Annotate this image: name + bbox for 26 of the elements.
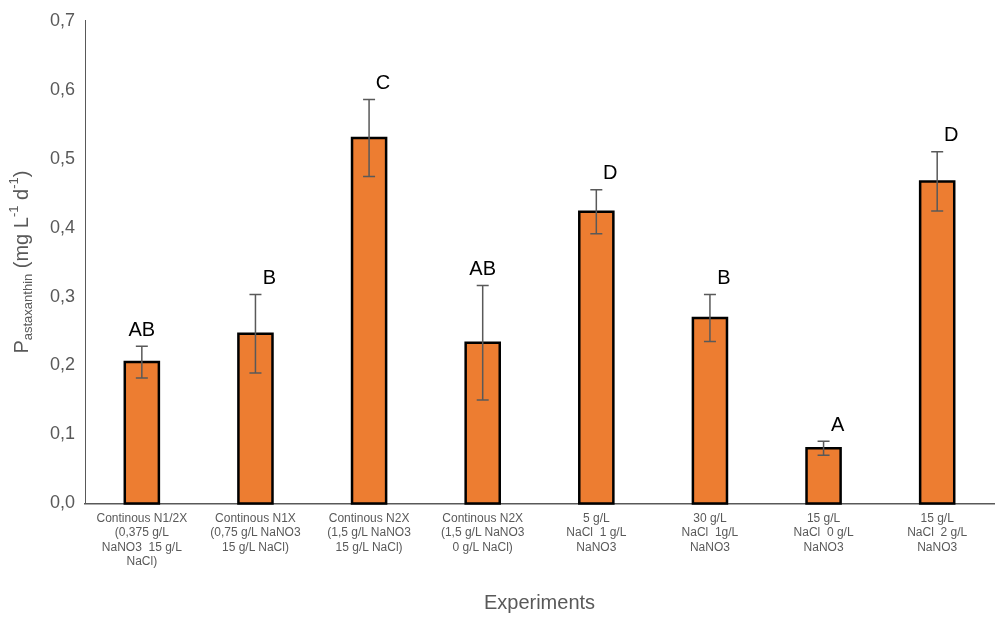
x-tick-label: 15 g/L NaCl 2 g/L NaNO3 — [907, 510, 968, 554]
x-tick-label: Continous N2X (1,5 g/L NaNO3 15 g/L NaCl) — [327, 510, 412, 554]
y-tick-label: 0,2 — [49, 354, 76, 375]
annotation: D — [603, 161, 618, 184]
y-tick-label: 0,7 — [49, 9, 76, 30]
annotation: AB — [469, 257, 497, 280]
x-tick-label: 5 g/L NaCl 1 g/L NaNO3 — [566, 510, 627, 554]
annotation: B — [262, 266, 277, 289]
x-tick-label: Continous N1X (0,75 g/L NaNO3 15 g/L NaCl) — [210, 510, 301, 554]
y-tick-label: 0,4 — [49, 216, 76, 237]
x-tick-label: 15 g/L NaCl 0 g/L NaNO3 — [793, 510, 854, 554]
y-tick-label: 0,1 — [49, 423, 76, 444]
y-tick-label: 0,3 — [49, 285, 76, 306]
x-axis-title: Experiments — [483, 590, 596, 613]
x-tick-label: Continous N2X (1,5 g/L NaNO3 0 g/L NaCl) — [440, 510, 525, 554]
y-tick-label: 0,0 — [49, 492, 76, 513]
y-axis-title: Pastaxanthin (mg L-1 d-1) — [5, 170, 35, 354]
annotation: D — [943, 123, 959, 146]
annotation: B — [717, 266, 731, 289]
y-tick-label: 0,6 — [49, 78, 76, 99]
y-tick-label: 0,5 — [49, 147, 76, 168]
annotation: C — [375, 70, 391, 93]
annotation: AB — [128, 317, 156, 340]
x-tick-label: 30 g/L NaCl 1g/L NaNO3 — [681, 510, 739, 554]
x-tick-label: Continous N1/2X (0,375 g/L NaNO3 15 g/L NaCl) — [96, 510, 188, 569]
annotation: A — [830, 412, 845, 435]
